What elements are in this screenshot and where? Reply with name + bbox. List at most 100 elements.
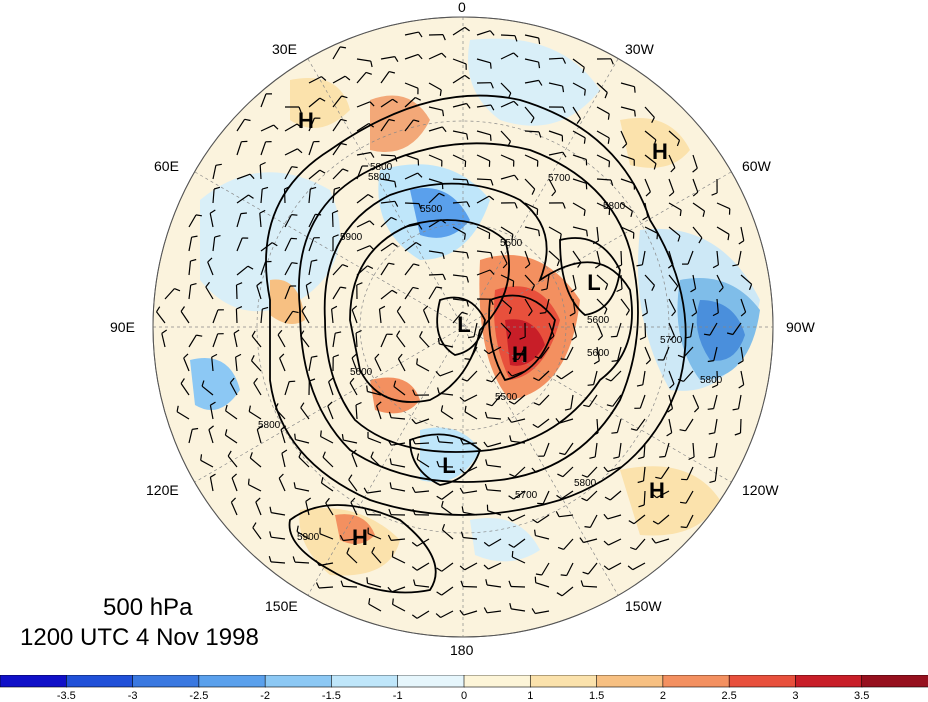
- wind-barb: [343, 538, 358, 542]
- wind-barb: [404, 263, 414, 276]
- wind-barb-feather: [436, 460, 440, 467]
- wind-barb: [487, 510, 502, 516]
- wind-barb: [308, 214, 316, 228]
- wind-barb-feather: [534, 529, 536, 536]
- wind-barb-feather: [464, 358, 471, 360]
- contour-label: 5600: [587, 315, 610, 326]
- wind-barb-feather: [627, 565, 634, 571]
- wind-barb-feather: [539, 312, 546, 314]
- wind-barb: [294, 561, 310, 564]
- wind-barb-feather: [416, 358, 418, 365]
- wind-barb-feather: [592, 240, 599, 245]
- wind-barb-feather: [350, 497, 356, 503]
- wind-barb-feather: [613, 456, 620, 459]
- wind-barb: [513, 490, 526, 500]
- wind-barb: [356, 151, 371, 156]
- wind-barb-feather: [259, 161, 266, 166]
- wind-barb-feather: [415, 241, 422, 247]
- wind-barb-feather: [622, 143, 628, 149]
- wind-barb: [596, 130, 610, 139]
- wind-barb: [308, 169, 321, 180]
- wind-barb-feather: [355, 329, 362, 334]
- wind-barb: [236, 213, 242, 228]
- wind-barb-feather: [557, 546, 564, 550]
- wind-barb-feather: [562, 106, 566, 113]
- wind-barb-feather: [651, 285, 656, 291]
- wind-barb: [668, 250, 674, 265]
- wind-barb: [607, 514, 622, 520]
- wind-barb-feather: [484, 483, 488, 490]
- wind-barb: [668, 130, 680, 141]
- wind-barb: [376, 405, 382, 420]
- wind-barb-feather: [190, 258, 197, 262]
- wind-barb: [452, 201, 467, 204]
- wind-barb-feather: [641, 312, 648, 317]
- wind-barb: [452, 26, 466, 36]
- wind-barb-feather: [652, 520, 659, 525]
- wind-barb: [609, 490, 622, 501]
- wind-barb-feather: [533, 377, 539, 382]
- wind-barb-feather: [366, 385, 368, 392]
- wind-barb-feather: [319, 169, 326, 174]
- wind-barb: [587, 562, 598, 575]
- wind-barb: [716, 250, 719, 265]
- wind-barb-feather: [411, 486, 416, 493]
- wind-barb: [740, 346, 744, 361]
- warm-region: [505, 319, 545, 366]
- colorbar-tick-label: 1: [527, 690, 534, 702]
- wind-barb-feather: [367, 193, 374, 199]
- wind-barb: [212, 333, 219, 348]
- wind-barb: [570, 394, 574, 409]
- colorbar-tick-label: -1.5: [321, 690, 341, 702]
- wind-barb-feather: [436, 286, 443, 289]
- wind-barb-feather: [738, 384, 745, 389]
- wind-barb: [301, 310, 310, 324]
- wind-barb-feather: [441, 500, 444, 507]
- wind-barb: [572, 322, 578, 337]
- wind-barb-feather: [603, 513, 609, 520]
- wind-barb: [642, 466, 646, 481]
- wind-barb: [594, 442, 598, 457]
- wind-barb-feather: [693, 407, 700, 413]
- wind-barb: [463, 610, 478, 616]
- wind-barb-feather: [603, 565, 610, 571]
- wind-barb-feather: [645, 191, 651, 197]
- wind-barb: [668, 322, 675, 337]
- wind-barb: [212, 188, 215, 204]
- wind-barb: [180, 311, 190, 324]
- wind-barb: [260, 124, 274, 132]
- wind-barb-feather: [593, 360, 600, 365]
- wind-barb: [322, 456, 334, 468]
- wind-barb: [514, 466, 526, 478]
- wind-barb: [416, 562, 430, 571]
- wind-barb-feather: [584, 526, 591, 528]
- longitude-label: 120E: [146, 482, 179, 498]
- wind-barb-feather: [651, 117, 655, 123]
- wind-barb: [356, 101, 371, 108]
- wind-barb-feather: [692, 191, 699, 197]
- high-center-label: H: [298, 108, 314, 133]
- wind-barb: [548, 322, 555, 337]
- wind-barb: [416, 538, 430, 547]
- wind-barb-feather: [291, 214, 298, 216]
- wind-barb: [284, 166, 293, 180]
- cool-region: [470, 518, 540, 562]
- wind-barb: [546, 274, 550, 289]
- wind-barb-feather: [538, 230, 541, 237]
- wind-barb-feather: [305, 497, 312, 502]
- wind-barb-feather: [562, 202, 566, 209]
- wind-barb: [284, 123, 298, 132]
- wind-barb: [236, 237, 243, 252]
- wind-barb: [562, 466, 574, 478]
- wind-barb: [397, 358, 406, 372]
- wind-barb-feather: [677, 378, 684, 382]
- wind-barb: [586, 466, 598, 478]
- warm-region: [620, 466, 720, 536]
- wind-barb: [644, 106, 655, 118]
- wind-barb-feather: [712, 264, 719, 269]
- wind-barb: [713, 394, 718, 409]
- wind-barb-feather: [269, 506, 272, 513]
- wind-barb-feather: [205, 281, 210, 288]
- wind-barb-feather: [583, 137, 586, 144]
- wind-barb: [543, 442, 550, 457]
